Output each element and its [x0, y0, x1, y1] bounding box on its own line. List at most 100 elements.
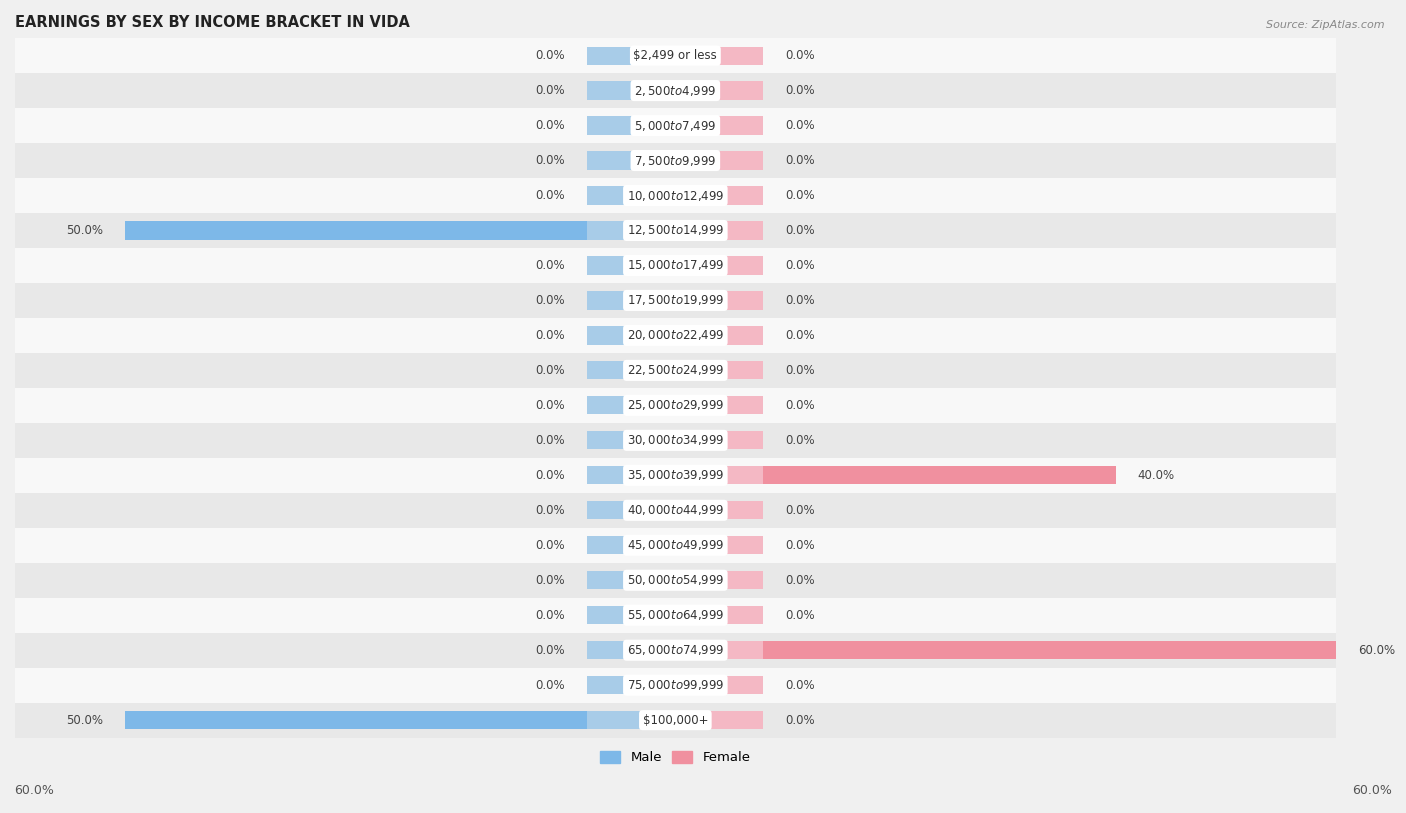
Text: $22,500 to $24,999: $22,500 to $24,999: [627, 363, 724, 377]
Bar: [588, 396, 675, 415]
Bar: [675, 711, 763, 729]
Bar: [588, 676, 675, 694]
Text: $30,000 to $34,999: $30,000 to $34,999: [627, 433, 724, 447]
Bar: [675, 291, 763, 310]
Text: 0.0%: 0.0%: [536, 679, 565, 692]
Text: $15,000 to $17,499: $15,000 to $17,499: [627, 259, 724, 272]
Bar: [588, 46, 675, 65]
Text: 0.0%: 0.0%: [786, 679, 815, 692]
Bar: [588, 537, 675, 554]
Bar: [15, 458, 1336, 493]
Bar: [675, 221, 763, 240]
Text: 0.0%: 0.0%: [536, 539, 565, 552]
Bar: [588, 291, 675, 310]
Text: $25,000 to $29,999: $25,000 to $29,999: [627, 398, 724, 412]
Text: 50.0%: 50.0%: [66, 224, 103, 237]
Bar: [675, 676, 763, 694]
Bar: [15, 318, 1336, 353]
Bar: [15, 528, 1336, 563]
Bar: [15, 563, 1336, 598]
Text: 0.0%: 0.0%: [786, 504, 815, 517]
Bar: [675, 396, 763, 415]
Text: $45,000 to $49,999: $45,000 to $49,999: [627, 538, 724, 552]
Text: $100,000+: $100,000+: [643, 714, 709, 727]
Bar: [675, 151, 763, 170]
Text: $20,000 to $22,499: $20,000 to $22,499: [627, 328, 724, 342]
Text: 0.0%: 0.0%: [536, 119, 565, 132]
Text: 0.0%: 0.0%: [536, 609, 565, 622]
Bar: [15, 283, 1336, 318]
Text: 0.0%: 0.0%: [786, 364, 815, 377]
Text: $5,000 to $7,499: $5,000 to $7,499: [634, 119, 717, 133]
Text: 0.0%: 0.0%: [536, 329, 565, 342]
Text: 40.0%: 40.0%: [1137, 469, 1175, 482]
Text: $17,500 to $19,999: $17,500 to $19,999: [627, 293, 724, 307]
Text: 0.0%: 0.0%: [786, 154, 815, 167]
Text: 0.0%: 0.0%: [786, 329, 815, 342]
Text: 0.0%: 0.0%: [786, 574, 815, 587]
Bar: [15, 598, 1336, 633]
Bar: [15, 667, 1336, 702]
Bar: [675, 431, 763, 450]
Bar: [15, 213, 1336, 248]
Text: 0.0%: 0.0%: [786, 294, 815, 307]
Bar: [588, 501, 675, 520]
Text: 0.0%: 0.0%: [536, 189, 565, 202]
Text: 0.0%: 0.0%: [786, 714, 815, 727]
Bar: [588, 641, 675, 659]
Text: 0.0%: 0.0%: [786, 539, 815, 552]
Legend: Male, Female: Male, Female: [595, 746, 756, 770]
Bar: [675, 81, 763, 100]
Text: 50.0%: 50.0%: [66, 714, 103, 727]
Text: $12,500 to $14,999: $12,500 to $14,999: [627, 224, 724, 237]
Text: 0.0%: 0.0%: [786, 259, 815, 272]
Bar: [588, 186, 675, 205]
Text: 0.0%: 0.0%: [786, 399, 815, 412]
Bar: [588, 221, 675, 240]
Bar: [588, 256, 675, 275]
Bar: [15, 388, 1336, 423]
Bar: [588, 572, 675, 589]
Text: 0.0%: 0.0%: [786, 434, 815, 447]
Bar: [15, 248, 1336, 283]
Text: 0.0%: 0.0%: [786, 609, 815, 622]
Text: 60.0%: 60.0%: [1353, 784, 1392, 797]
Text: $10,000 to $12,499: $10,000 to $12,499: [627, 189, 724, 202]
Bar: [15, 633, 1336, 667]
Text: 0.0%: 0.0%: [786, 189, 815, 202]
Text: $35,000 to $39,999: $35,000 to $39,999: [627, 468, 724, 482]
Bar: [588, 81, 675, 100]
Bar: [15, 73, 1336, 108]
Bar: [675, 116, 763, 135]
Bar: [15, 423, 1336, 458]
Text: 0.0%: 0.0%: [536, 259, 565, 272]
Text: 60.0%: 60.0%: [1358, 644, 1395, 657]
Bar: [15, 38, 1336, 73]
Bar: [675, 256, 763, 275]
Bar: [675, 466, 1115, 485]
Bar: [588, 151, 675, 170]
Bar: [675, 641, 763, 659]
Text: $2,499 or less: $2,499 or less: [634, 49, 717, 62]
Bar: [675, 326, 763, 345]
Text: 0.0%: 0.0%: [536, 364, 565, 377]
Bar: [15, 108, 1336, 143]
Text: 0.0%: 0.0%: [536, 84, 565, 97]
Text: 0.0%: 0.0%: [536, 434, 565, 447]
Bar: [125, 221, 675, 240]
Text: 60.0%: 60.0%: [14, 784, 53, 797]
Bar: [675, 641, 1336, 659]
Bar: [675, 186, 763, 205]
Text: $75,000 to $99,999: $75,000 to $99,999: [627, 678, 724, 692]
Text: 0.0%: 0.0%: [536, 504, 565, 517]
Bar: [675, 572, 763, 589]
Text: $7,500 to $9,999: $7,500 to $9,999: [634, 154, 717, 167]
Text: 0.0%: 0.0%: [536, 294, 565, 307]
Bar: [15, 178, 1336, 213]
Text: 0.0%: 0.0%: [536, 49, 565, 62]
Bar: [15, 493, 1336, 528]
Text: $2,500 to $4,999: $2,500 to $4,999: [634, 84, 717, 98]
Bar: [675, 361, 763, 380]
Bar: [125, 711, 675, 729]
Text: 0.0%: 0.0%: [536, 154, 565, 167]
